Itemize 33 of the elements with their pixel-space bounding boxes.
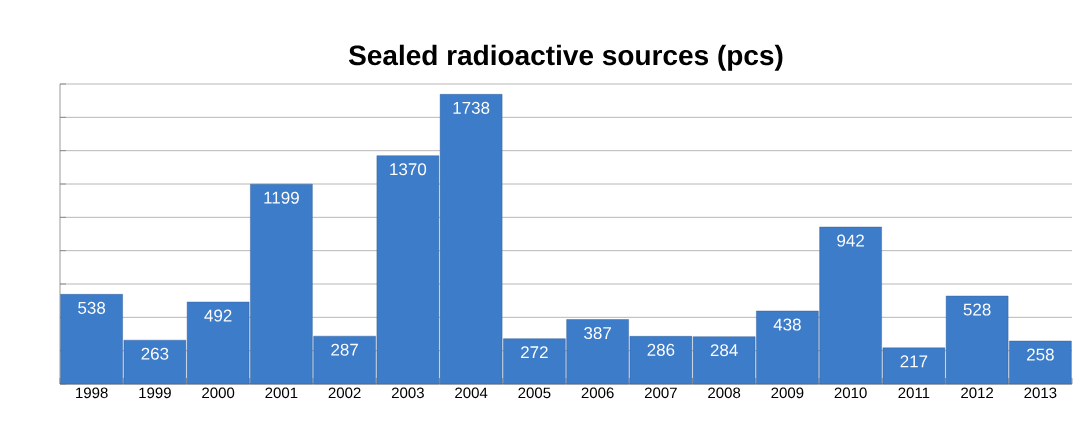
x-tick-label: 2008	[708, 387, 741, 399]
data-label: 528	[963, 303, 991, 316]
chart-title: Sealed radioactive sources (pcs)	[348, 44, 783, 71]
x-tick-label: 2003	[391, 387, 424, 399]
data-label: 492	[204, 309, 232, 322]
x-tick-label: 2004	[455, 387, 488, 399]
x-tick-label: 2000	[202, 387, 235, 399]
x-tick-label: 1998	[76, 387, 108, 399]
data-label: 538	[78, 301, 106, 314]
data-label: 1738	[453, 101, 490, 114]
x-tick-label: 2006	[581, 387, 614, 399]
x-tick-label: 1999	[139, 387, 171, 399]
x-tick-label: 2007	[644, 387, 677, 399]
data-label: 287	[331, 343, 358, 356]
x-tick-label: 2010	[834, 387, 867, 399]
data-label: 217	[900, 355, 928, 368]
data-label: 942	[837, 234, 864, 247]
data-label: 438	[773, 318, 801, 331]
data-label: 284	[710, 344, 738, 357]
x-tick-label: 2012	[961, 387, 994, 399]
data-label: 272	[521, 346, 548, 359]
data-label: 387	[584, 327, 611, 340]
x-tick-label: 2005	[518, 387, 551, 399]
data-label: 1370	[390, 163, 427, 176]
data-label: 1199	[264, 191, 299, 204]
x-tick-label: 2013	[1024, 387, 1057, 399]
x-tick-label: 2002	[328, 387, 361, 399]
x-tick-label: 2001	[265, 387, 298, 399]
data-label: 286	[647, 343, 675, 356]
data-label: 263	[141, 347, 169, 360]
x-tick-label: 2011	[898, 387, 930, 399]
x-tick-label: 2009	[771, 387, 804, 399]
data-label: 258	[1027, 348, 1054, 361]
